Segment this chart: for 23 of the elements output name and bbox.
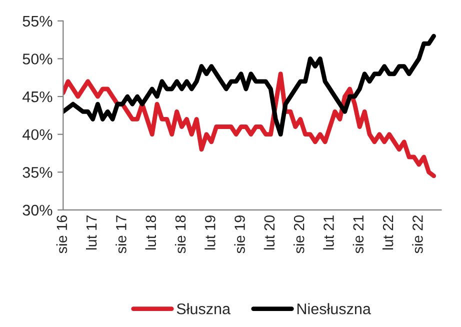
y-tick-label: 35%	[22, 167, 52, 178]
x-tick-label: sie 19	[234, 215, 245, 254]
x-tick-label: lut 18	[145, 215, 156, 250]
y-tick-label: 55%	[22, 16, 52, 27]
x-tick-label: sie 17	[116, 216, 126, 254]
x-tick-label: lut 22	[382, 216, 394, 250]
x-tick-label: sie 22	[412, 216, 423, 254]
legend-label: Niesłuszna	[297, 303, 371, 314]
legend-label: Słuszna	[176, 303, 231, 314]
x-tick-label: lut 17	[86, 216, 97, 250]
x-tick-label: sie 20	[294, 215, 304, 254]
y-tick-label: 40%	[22, 129, 52, 140]
line-series	[63, 34, 436, 137]
line-series	[63, 72, 436, 178]
y-tick-label: 45%	[22, 91, 52, 102]
x-tick-label: lut 20	[264, 215, 275, 250]
x-tick-label: sie 21	[352, 216, 364, 254]
x-tick-label: lut 19	[204, 215, 216, 250]
x-tick-label: sie 16	[56, 215, 68, 254]
x-tick-label: sie 18	[174, 215, 186, 254]
y-tick-label: 50%	[22, 54, 52, 64]
x-tick-label: lut 21	[323, 216, 334, 250]
y-tick-label: 30%	[22, 204, 52, 216]
